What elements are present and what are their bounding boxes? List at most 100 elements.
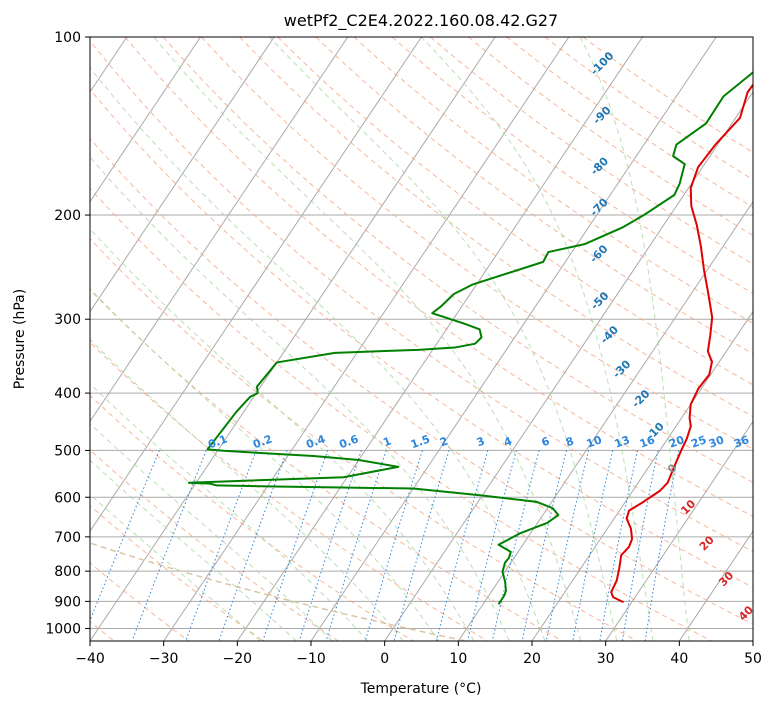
reference-curve xyxy=(90,542,466,641)
y-tick-label: 500 xyxy=(54,443,81,459)
mixing-ratio-line xyxy=(393,450,450,641)
dry-adiabat-line xyxy=(315,37,753,355)
dry-adiabat-line xyxy=(391,37,753,294)
mixing-ratio-label: 0.6 xyxy=(337,432,360,451)
mixing-ratio-label: 10 xyxy=(585,433,604,451)
x-axis: −40 −30 −20 −10 0 10 20 30 40 50 xyxy=(75,641,762,667)
mixing-ratio-label: 0.1 xyxy=(206,432,229,451)
isotherm-line xyxy=(90,37,349,423)
x-tick-label: −10 xyxy=(296,651,326,667)
temperature-profile-line xyxy=(610,83,753,604)
x-tick-label: 40 xyxy=(670,651,688,667)
dry-adiabat-line xyxy=(90,39,753,553)
x-tick-label: 10 xyxy=(449,651,467,667)
isotherm-line xyxy=(605,420,753,641)
dry-adiabat-line xyxy=(239,37,753,418)
isotherm-line xyxy=(90,37,275,313)
isotherm-line xyxy=(90,37,496,641)
dry-adiabat-line xyxy=(90,137,753,625)
mixing-ratio-line xyxy=(644,450,680,641)
mixing-ratio-label: 6 xyxy=(540,434,552,449)
isotherm-line xyxy=(163,37,570,641)
mixing-ratio-label: 8 xyxy=(564,435,576,450)
mixing-ratio-label: 25 xyxy=(689,433,708,450)
mixing-ratio-label: 1.5 xyxy=(409,432,432,451)
mixing-ratio-line xyxy=(545,450,590,641)
moist-adiabat-line xyxy=(90,493,261,641)
mixing-ratio-line xyxy=(491,450,540,641)
x-tick-label: −40 xyxy=(75,651,105,667)
moist-adiabat-line xyxy=(90,228,475,641)
mixing-ratio-line xyxy=(185,450,257,641)
mixing-ratio-line xyxy=(131,450,207,641)
x-tick-label: 0 xyxy=(380,651,389,667)
x-tick-label: −30 xyxy=(149,651,179,667)
y-tick-label: 1000 xyxy=(45,621,81,637)
x-tick-label: 20 xyxy=(523,651,541,667)
mixing-ratio-line xyxy=(621,450,659,641)
x-axis-label: Temperature (°C) xyxy=(360,681,482,697)
mixing-ratio-line xyxy=(521,450,567,641)
moist-adiabat-line xyxy=(420,37,654,641)
x-tick-label: 50 xyxy=(744,651,762,667)
x-tick-label: 30 xyxy=(597,651,615,667)
mixing-ratio-line xyxy=(599,450,638,641)
moist-adiabat-line xyxy=(90,66,546,641)
mixing-ratio-label: 16 xyxy=(638,433,657,451)
mixing-ratio-line xyxy=(467,450,517,641)
dry-adiabat-line xyxy=(353,37,753,324)
mixing-ratio-line xyxy=(325,450,387,641)
mixing-ratio-label: 36 xyxy=(732,433,751,451)
y-tick-label: 300 xyxy=(54,312,81,328)
mixing-ratio-line xyxy=(364,450,423,641)
dry-adiabat-line xyxy=(162,37,753,484)
mixing-ratio-line xyxy=(90,450,160,622)
dry-adiabat-line xyxy=(90,88,753,588)
mixing-ratio-line xyxy=(572,450,614,641)
mixing-ratio-label: 3 xyxy=(475,435,487,450)
mixing-ratio-label: 2 xyxy=(438,435,450,450)
reference-curves xyxy=(90,542,466,641)
dry-adiabat-line xyxy=(124,37,753,518)
mixing-ratio-label: 0.4 xyxy=(304,432,327,451)
y-tick-label: 900 xyxy=(54,594,81,610)
mixing-ratio-label: 0.2 xyxy=(251,432,274,451)
dry-adiabat-line xyxy=(90,238,638,641)
mixing-ratio-label: 4 xyxy=(502,434,514,449)
mixing-ratio-label: 30 xyxy=(707,433,726,451)
dry-adiabat-line xyxy=(277,37,753,386)
plot-frame xyxy=(89,36,754,642)
mixing-ratio-line xyxy=(262,450,329,641)
mixing-ratio-label: 1 xyxy=(381,435,393,450)
mixing-ratio-label: 20 xyxy=(667,433,686,451)
moist-adiabat-line xyxy=(90,459,297,641)
x-tick-label: −20 xyxy=(223,651,253,667)
y-tick-label: 800 xyxy=(54,564,81,580)
mixing-ratio-lines xyxy=(90,450,680,641)
isotherm-line xyxy=(678,530,753,641)
moist-adiabat-line xyxy=(579,37,690,641)
isotherm-line xyxy=(236,37,643,641)
profile-series xyxy=(187,71,753,605)
dry-adiabat-line xyxy=(90,394,414,641)
y-tick-label: 700 xyxy=(54,530,81,546)
plot-area: -100-90-80-70-60-50-40-30-20-10010203040… xyxy=(90,37,753,641)
moist-adiabat-line xyxy=(90,383,369,641)
dry-adiabat-line xyxy=(90,187,712,641)
y-axis-label: Pressure (hPa) xyxy=(12,289,28,389)
y-tick-label: 200 xyxy=(54,208,81,224)
isotherm-line xyxy=(457,200,753,641)
y-tick-label: 400 xyxy=(54,386,81,402)
y-tick-label: 600 xyxy=(54,490,81,506)
y-axis: 100 200 300 400 500 600 700 800 900 1000 xyxy=(45,30,90,637)
isotherm-line xyxy=(90,37,201,203)
y-tick-label: 100 xyxy=(54,30,81,46)
chart-title: wetPf2_C2E4.2022.160.08.42.G27 xyxy=(284,11,558,31)
mixing-ratio-label: 13 xyxy=(613,433,632,450)
isotherm-line xyxy=(90,37,422,533)
dewpoint-profile-line xyxy=(187,71,753,605)
isotherm-line xyxy=(531,310,753,641)
moist-adiabat-line xyxy=(90,156,510,641)
mixing-ratio-line xyxy=(435,450,489,641)
